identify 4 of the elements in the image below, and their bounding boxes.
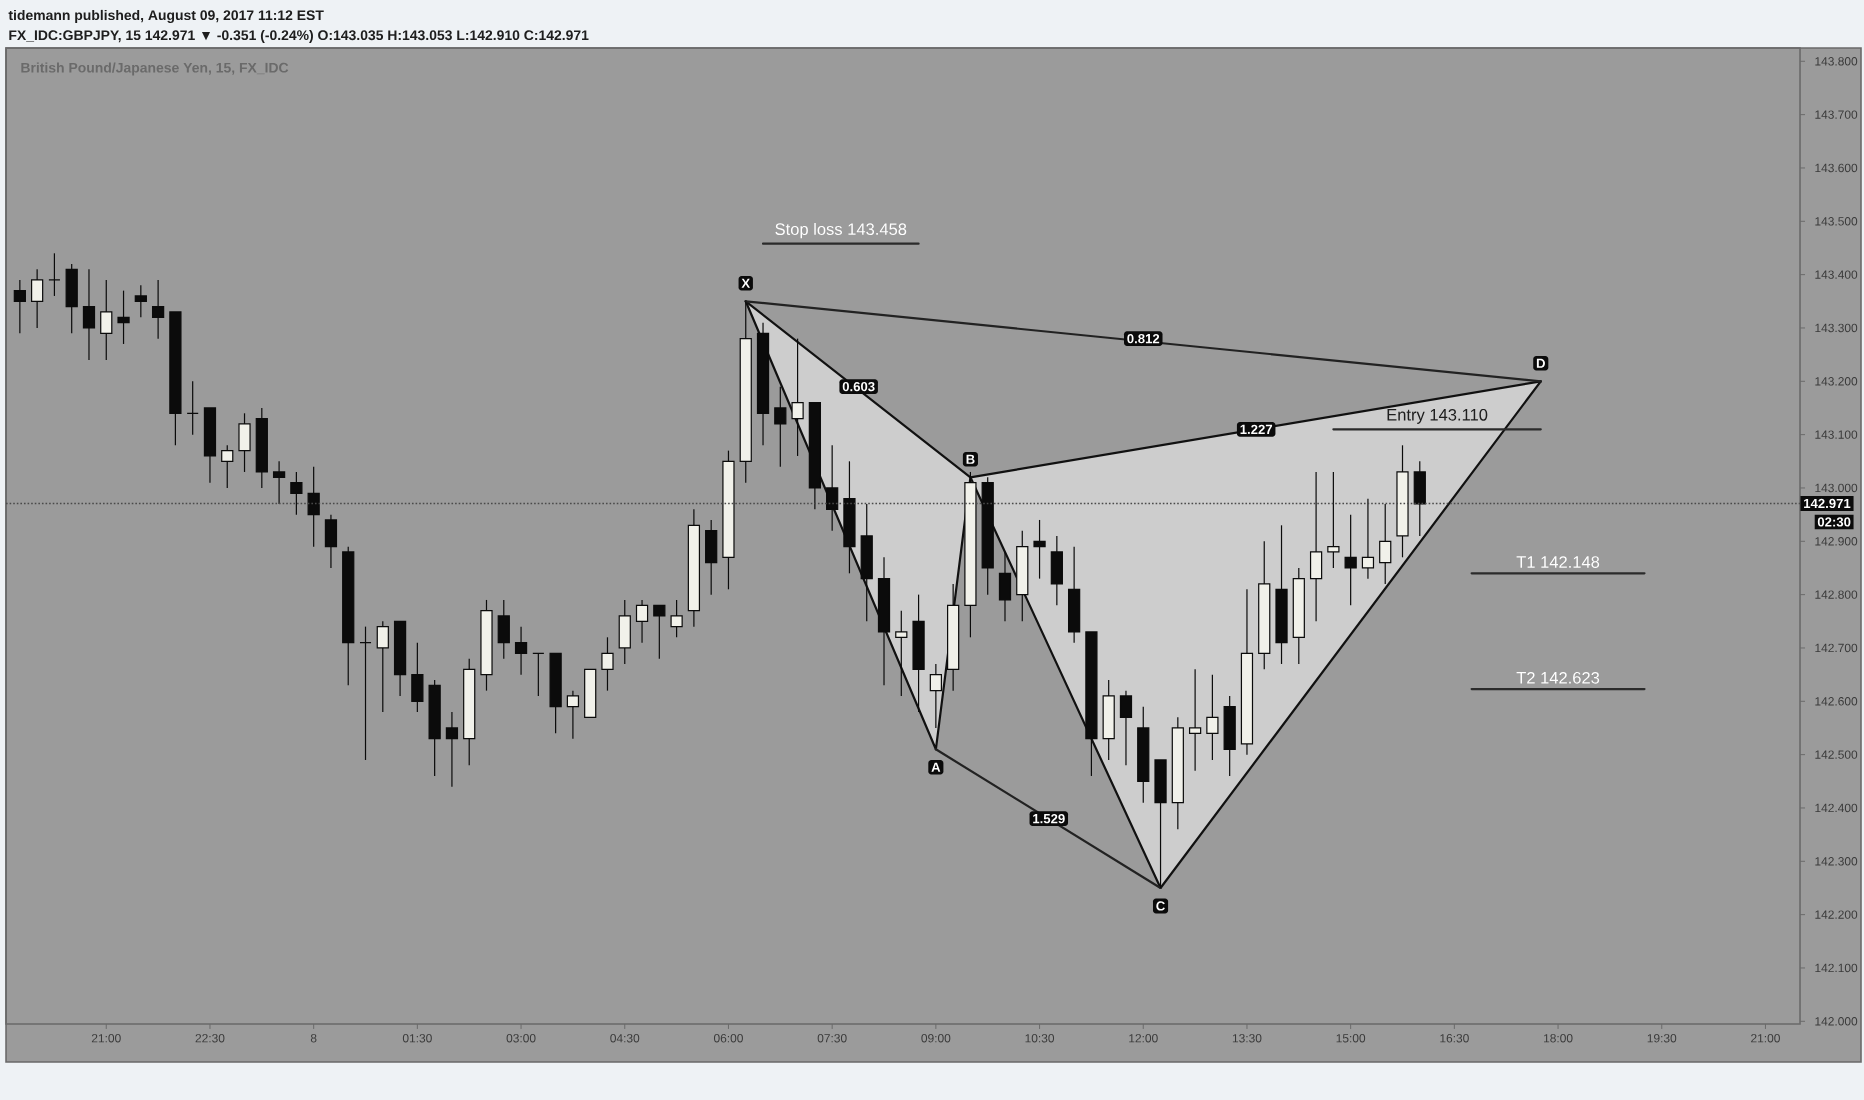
series-label: Entry 143.110 [1387, 408, 1488, 424]
series-label: T1 142.148 [1516, 556, 1600, 568]
series-label: Stop loss 143.458 [775, 222, 907, 239]
series-label: T2 142.623 [1516, 671, 1600, 684]
